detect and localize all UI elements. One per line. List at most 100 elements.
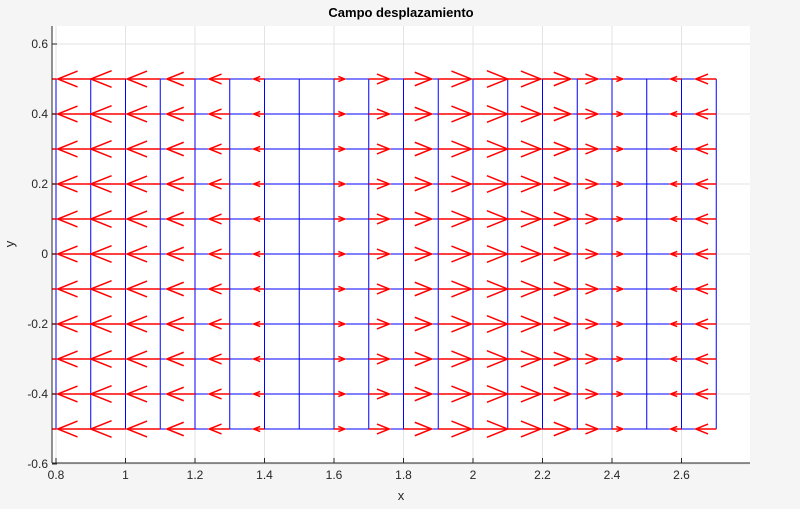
vector-arrow-head <box>553 246 573 262</box>
vector-arrow-head <box>616 425 625 433</box>
vector-arrow-head <box>414 281 434 297</box>
vector-arrow-head <box>207 423 222 435</box>
vector-arrow-head <box>668 110 678 118</box>
vector-arrow-head <box>88 69 112 89</box>
vector-arrow-head <box>88 174 112 194</box>
vector-arrow-head <box>251 215 261 223</box>
vector-arrow-head <box>376 353 392 365</box>
vector-arrow-head <box>616 390 625 398</box>
vector-arrow-head <box>55 140 78 158</box>
vector-field <box>28 69 717 439</box>
x-tick-label: 1.6 <box>326 468 343 482</box>
vector-arrow-head <box>251 75 261 83</box>
vector-arrow-head <box>28 422 45 436</box>
vector-arrow-head <box>251 320 261 328</box>
vector-arrow-head <box>451 280 474 298</box>
vector-arrow-head <box>55 350 78 368</box>
vector-arrow-head <box>207 388 222 400</box>
y-tick-label: -0.4 <box>27 387 48 401</box>
vector-arrow-head <box>125 385 148 403</box>
vector-arrow-head <box>553 141 573 157</box>
vector-arrow-head <box>164 351 185 367</box>
vector-arrow-head <box>520 245 543 263</box>
vector-arrow-head <box>520 175 543 193</box>
vector-arrow-head <box>207 248 222 260</box>
vector-arrow-head <box>520 315 543 333</box>
vector-arrow-head <box>164 316 185 332</box>
vector-arrow-head <box>251 110 261 118</box>
vector-arrow-head <box>28 72 45 86</box>
vector-arrow-head <box>338 355 347 363</box>
vector-arrow-head <box>451 140 474 158</box>
vector-arrow-head <box>553 71 573 87</box>
vector-arrow-head <box>376 248 392 260</box>
x-tick-label: 2 <box>470 468 477 482</box>
x-axis-label: x <box>398 488 405 503</box>
vector-arrow-head <box>125 70 148 88</box>
vector-arrow-head <box>414 211 434 227</box>
vector-arrow-head <box>125 105 148 123</box>
y-tick-label: -0.6 <box>27 457 48 471</box>
vector-arrow-head <box>338 215 347 223</box>
vector-arrow-head <box>164 281 185 297</box>
vector-arrow-head <box>585 108 600 120</box>
vector-arrow-head <box>125 175 148 193</box>
vector-arrow-head <box>125 280 148 298</box>
vector-arrow-head <box>55 175 78 193</box>
vector-arrow-head <box>616 145 625 153</box>
vector-arrow-head <box>376 423 392 435</box>
vector-arrow-head <box>88 419 112 439</box>
vector-arrow-head <box>553 281 573 297</box>
axes: 0.8 1 1.2 1.4 1.6 1.8 2 2.2 2.4 2.6 -0.6 -0.4 -0.2 0 0… <box>27 26 750 482</box>
vector-arrow-head <box>376 283 392 295</box>
vector-arrow-head <box>616 180 625 188</box>
vector-arrow-head <box>207 178 222 190</box>
vector-arrow-head <box>88 349 112 369</box>
vector-arrow-head <box>693 248 709 260</box>
vector-arrow-head <box>28 142 45 156</box>
vector-arrow-head <box>251 145 261 153</box>
vector-arrow-head <box>693 318 709 330</box>
vector-arrow-head <box>616 215 625 223</box>
vector-arrow-head <box>88 104 112 124</box>
vector-arrow-head <box>55 105 78 123</box>
vector-arrow-head <box>88 209 112 229</box>
vector-arrow-head <box>125 315 148 333</box>
vector-arrow-head <box>338 145 347 153</box>
vector-arrow-head <box>616 250 625 258</box>
vector-arrow-head <box>585 388 600 400</box>
x-tick-label: 0.8 <box>48 468 65 482</box>
vector-arrow-head <box>616 110 625 118</box>
y-tick-label: 0.6 <box>31 37 48 51</box>
vector-arrow-head <box>668 75 678 83</box>
vector-arrow-head <box>585 178 600 190</box>
vector-arrow-head <box>451 420 474 438</box>
vector-arrow-head <box>88 314 112 334</box>
vector-arrow-head <box>616 320 625 328</box>
vector-arrow-head <box>693 353 709 365</box>
vector-arrow-head <box>338 250 347 258</box>
vector-arrow-head <box>376 143 392 155</box>
vector-arrow-head <box>553 421 573 437</box>
vector-arrow-head <box>451 385 474 403</box>
vector-arrow-head <box>585 353 600 365</box>
vector-arrow-head <box>520 70 543 88</box>
vector-arrow-head <box>28 352 45 366</box>
vector-arrow-head <box>338 390 347 398</box>
vector-arrow-head <box>451 175 474 193</box>
vector-arrow-head <box>338 425 347 433</box>
x-tick-label: 2.4 <box>604 468 621 482</box>
vector-arrow-head <box>520 210 543 228</box>
vector-arrow-head <box>693 213 709 225</box>
vector-arrow-head <box>668 425 678 433</box>
y-axis-label: y <box>2 240 17 247</box>
vector-arrow-head <box>520 140 543 158</box>
vector-arrow-head <box>585 283 600 295</box>
vector-arrow-head <box>376 108 392 120</box>
vector-arrow-head <box>451 210 474 228</box>
vector-arrow-head <box>207 143 222 155</box>
vector-arrow-head <box>125 140 148 158</box>
y-tick-label: 0 <box>41 247 48 261</box>
vector-arrow-head <box>520 385 543 403</box>
